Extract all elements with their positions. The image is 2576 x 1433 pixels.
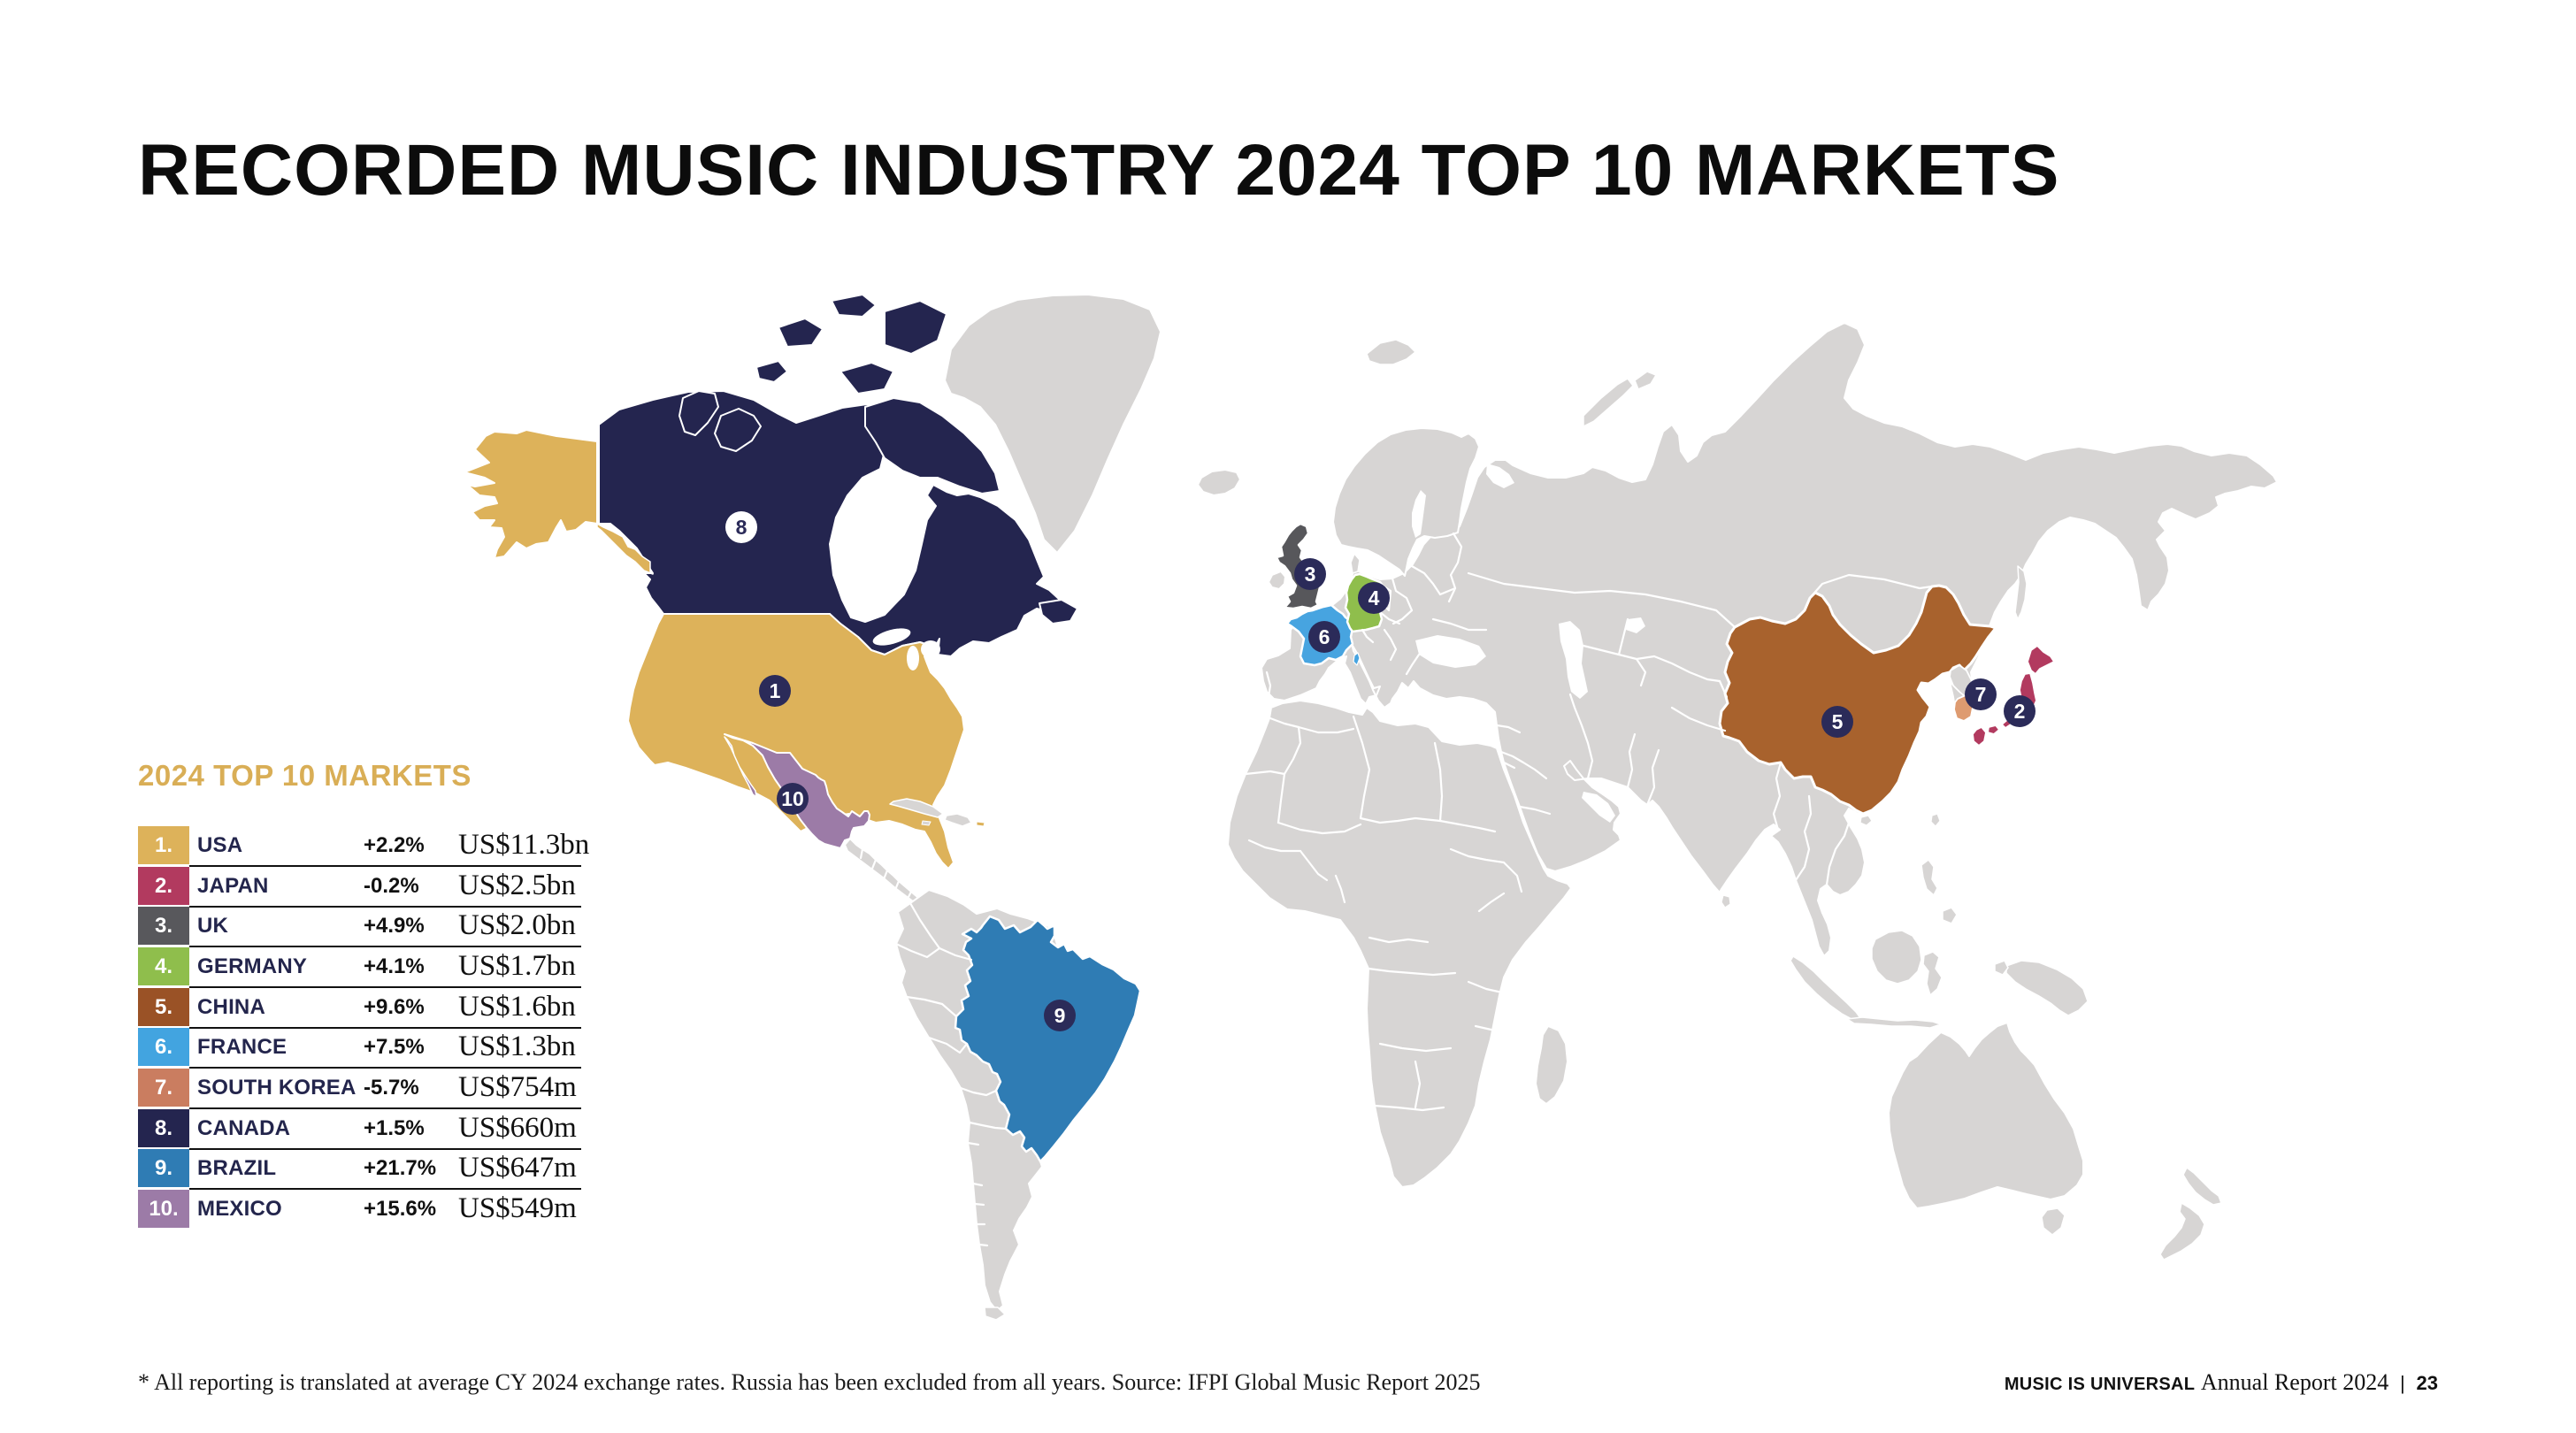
svg-text:5: 5 [1832,710,1844,733]
svg-text:4: 4 [1368,586,1380,609]
svg-text:10: 10 [781,787,804,810]
svg-text:3: 3 [1305,563,1316,586]
svg-text:9: 9 [1054,1004,1066,1027]
svg-text:7: 7 [1975,683,1987,706]
svg-text:8: 8 [736,516,748,539]
svg-text:1: 1 [770,679,781,702]
svg-text:6: 6 [1319,625,1330,648]
svg-text:2: 2 [2014,700,2026,723]
